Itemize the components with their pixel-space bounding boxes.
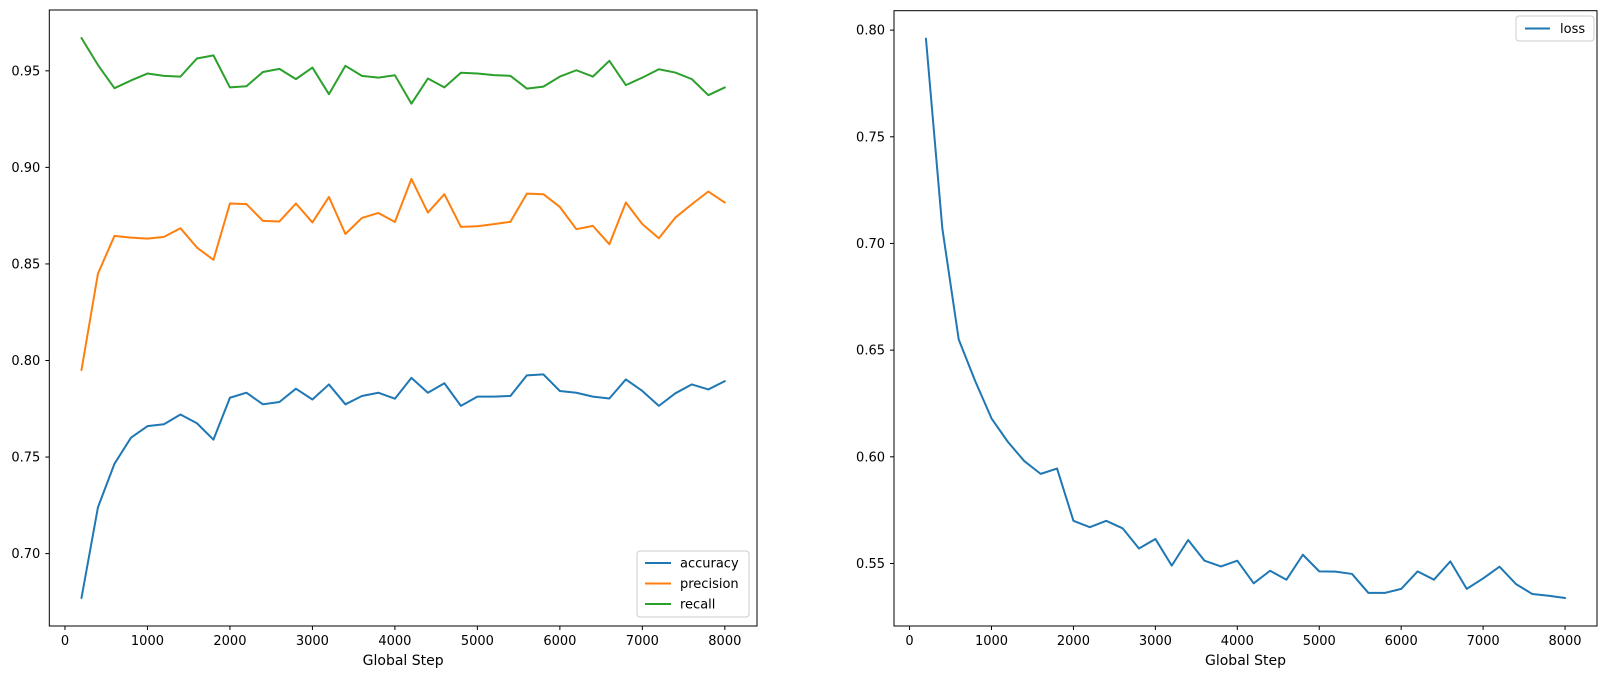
legend-box [1515, 15, 1595, 42]
x-tick-label: 1000 [975, 634, 1008, 649]
x-tick-label: 2000 [1057, 634, 1090, 649]
y-tick-label: 0.75 [856, 130, 885, 145]
legend-label-recall: recall [680, 598, 715, 613]
legend-label-loss: loss [1560, 22, 1585, 37]
y-tick-label: 0.70 [11, 547, 40, 562]
y-tick-label: 0.80 [856, 24, 885, 39]
x-tick-label: 5000 [461, 634, 494, 649]
x-tick-label: 4000 [1221, 634, 1254, 649]
metrics-chart: 0 1000 2000 3000 4000 5000 6000 7000 8000 0.70 0.7… [11, 9, 758, 669]
plot-border [893, 10, 1598, 627]
x-tick-label: 8000 [708, 634, 741, 649]
x-tick-label: 2000 [213, 634, 246, 649]
series-line-accuracy [80, 373, 726, 599]
y-tick-label: 0.60 [856, 450, 885, 465]
x-tick-label: 3000 [296, 634, 329, 649]
x-tick-label: 0 [905, 634, 913, 649]
legend-label-accuracy: accuracy [680, 557, 739, 572]
y-tick-label: 0.75 [11, 451, 40, 466]
x-tick-label: 7000 [626, 634, 659, 649]
x-tick-label: 3000 [1139, 634, 1172, 649]
x-tick-label: 8000 [1548, 634, 1581, 649]
y-tick-label: 0.95 [11, 64, 40, 79]
x-axis-label: Global Step [1205, 653, 1286, 669]
loss-chart: 0 1000 2000 3000 4000 5000 6000 7000 8000 0.55 0.6… [856, 10, 1598, 669]
y-tick-label: 0.80 [11, 354, 40, 369]
y-tick-label: 0.55 [856, 557, 885, 572]
x-axis-label: Global Step [363, 653, 444, 669]
x-tick-label: 5000 [1303, 634, 1336, 649]
y-tick-label: 0.65 [856, 344, 885, 359]
x-tick-label: 1000 [131, 634, 164, 649]
x-tick-label: 4000 [378, 634, 411, 649]
legend-label-precision: precision [680, 577, 739, 592]
plot-border [48, 9, 758, 627]
series-line-loss [924, 37, 1567, 600]
legend-box [636, 550, 750, 618]
y-tick-label: 0.90 [11, 161, 40, 176]
x-tick-label: 6000 [1385, 634, 1418, 649]
y-tick-label: 0.70 [856, 237, 885, 252]
x-tick-label: 7000 [1467, 634, 1500, 649]
y-tick-label: 0.85 [11, 257, 40, 272]
series-line-recall [80, 37, 726, 105]
series-line-precision [80, 177, 726, 372]
x-tick-label: 0 [61, 634, 69, 649]
x-tick-label: 6000 [543, 634, 576, 649]
